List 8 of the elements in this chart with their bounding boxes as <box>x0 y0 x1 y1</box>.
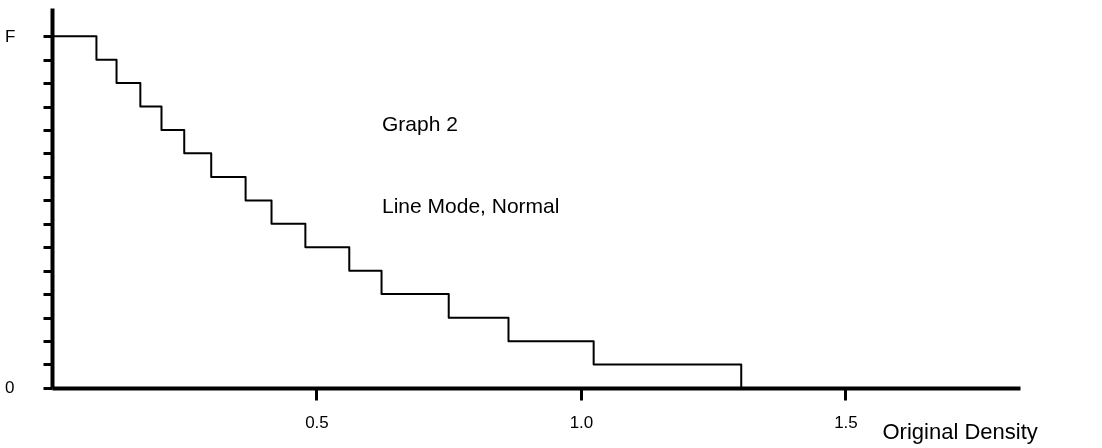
x-tick-label: 1.0 <box>569 412 594 432</box>
x-tick-label: 0.5 <box>305 412 329 432</box>
text: 0 <box>5 378 15 397</box>
x-tick-label: 1.5 <box>834 412 858 432</box>
x-axis-title: Original Density <box>882 418 1038 444</box>
text: F <box>5 27 16 46</box>
annotation: Graph 2 <box>382 112 458 135</box>
annotation: Line Mode, Normal <box>382 194 560 217</box>
